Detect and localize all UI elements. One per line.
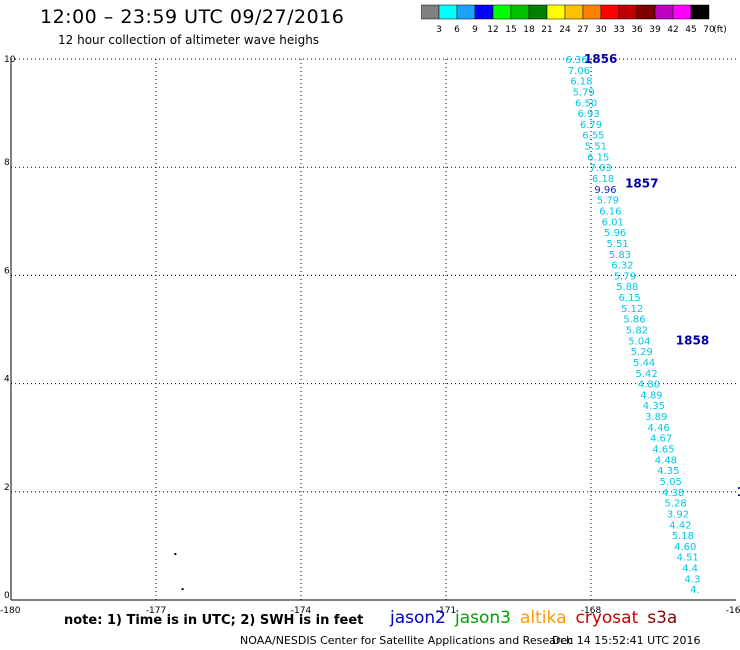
swh-value-label: 6.36 bbox=[565, 55, 587, 66]
swh-value-label: 4.60 bbox=[674, 542, 696, 553]
swh-value-label: 5.29 bbox=[631, 347, 653, 358]
x-tick-label: -180 bbox=[0, 606, 21, 616]
colorbar-label: 6 bbox=[454, 25, 460, 35]
swh-value-label: 5.51 bbox=[606, 239, 628, 250]
swh-value-label: 4.35 bbox=[657, 466, 679, 477]
colorbar-label: 30 bbox=[595, 25, 607, 35]
pass-time-label: 1858 bbox=[676, 333, 709, 347]
swh-value-label: 5.12 bbox=[621, 304, 643, 315]
swh-value-label: 5.83 bbox=[609, 250, 631, 261]
y-tick-label: 6 bbox=[4, 266, 10, 276]
y-tick-label: 10 bbox=[4, 55, 16, 65]
colorbar-label: 27 bbox=[577, 25, 588, 35]
swh-value-label: 4.4 bbox=[682, 564, 698, 575]
swh-value-label: 5.18 bbox=[672, 531, 694, 542]
y-tick-label: 0 bbox=[4, 591, 10, 601]
page-subtitle: 12 hour collection of altimeter wave hei… bbox=[58, 33, 320, 47]
swh-value-label: 4. bbox=[690, 585, 700, 596]
x-tick-label: -168 bbox=[581, 606, 602, 616]
swh-value-label: 5.79 bbox=[614, 271, 636, 282]
swh-value-label: 7.03 bbox=[590, 163, 612, 174]
colorbar-label: 70 bbox=[703, 25, 715, 35]
swh-value-label: 6.15 bbox=[619, 293, 641, 304]
swh-value-label: 5.88 bbox=[616, 282, 638, 293]
swh-value-label: 6.01 bbox=[602, 217, 624, 228]
satellite-legend-jason2: jason2 bbox=[390, 608, 446, 628]
page-title: 12:00 – 23:59 UTC 09/27/2016 bbox=[40, 6, 345, 28]
swh-value-label: 5.04 bbox=[628, 336, 650, 347]
credit-line: NOAA/NESDIS Center for Satellite Applica… bbox=[240, 634, 574, 647]
y-tick-label: 8 bbox=[4, 158, 10, 168]
swh-value-label: 6.18 bbox=[570, 77, 592, 88]
x-tick-label: -174 bbox=[291, 606, 312, 616]
swh-value-label: 5.51 bbox=[585, 142, 607, 153]
swh-value-label: 5.44 bbox=[633, 358, 655, 369]
swh-value-label: 6.79 bbox=[580, 120, 602, 131]
generated-timestamp: Dec 14 15:52:41 UTC 2016 bbox=[552, 634, 701, 647]
swh-value-label: 4.46 bbox=[648, 423, 670, 434]
colorbar-label: 21 bbox=[541, 25, 552, 35]
swh-value-label: 4.65 bbox=[652, 445, 674, 456]
colorbar-label: 3 bbox=[436, 25, 442, 35]
data-dot bbox=[174, 553, 177, 556]
colorbar-label: 9 bbox=[472, 25, 478, 35]
y-tick-label: 2 bbox=[4, 483, 10, 493]
colorbar-label: 42 bbox=[667, 25, 678, 35]
swh-value-label: 4.38 bbox=[662, 488, 684, 499]
swh-value-label: 5.42 bbox=[635, 369, 657, 380]
swh-value-label: 4.3 bbox=[685, 574, 701, 585]
pass-time-label: 1857 bbox=[625, 176, 658, 190]
colorbar-label: 39 bbox=[649, 25, 661, 35]
swh-value-label: 4.42 bbox=[669, 520, 691, 531]
colorbar-label: 24 bbox=[559, 25, 571, 35]
colorbar-label: 36 bbox=[631, 25, 643, 35]
color-scale-legend: 3 6 9 12 15 18 21 24 27 30 33 36 39 42 45 70(ft) bbox=[421, 4, 727, 35]
swh-value-label: 3.92 bbox=[667, 509, 689, 520]
swh-value-label: 4.35 bbox=[643, 401, 665, 412]
satellite-legend-altika: altika bbox=[520, 608, 567, 628]
swh-value-label: 4.67 bbox=[650, 434, 672, 445]
satellite-legend-cryosat: cryosat bbox=[575, 608, 639, 628]
colorbar-label: 12 bbox=[487, 25, 498, 35]
colorbar-swatch bbox=[690, 4, 710, 20]
footnote: note: 1) Time is in UTC; 2) SWH is in fe… bbox=[64, 613, 364, 628]
swh-value-label: 6.55 bbox=[582, 131, 604, 142]
swh-value-label: 3.89 bbox=[645, 412, 667, 423]
pass-time-label: 1 bbox=[737, 485, 740, 499]
swh-value-label: 5.82 bbox=[626, 326, 648, 337]
swh-value-label: 5.28 bbox=[664, 499, 686, 510]
swh-value-label: 6.93 bbox=[577, 109, 599, 120]
swh-value-label: 4.48 bbox=[655, 455, 677, 466]
swh-value-label: 6.50 bbox=[575, 98, 597, 109]
swh-value-label: 4.51 bbox=[677, 553, 699, 564]
satellite-legend-jason3: jason3 bbox=[455, 608, 511, 628]
swh-value-label: 6.15 bbox=[587, 152, 609, 163]
x-tick-label: -171 bbox=[436, 606, 456, 616]
x-tick-label: -165 bbox=[726, 606, 740, 616]
swh-value-label: 7.06 bbox=[568, 66, 590, 77]
swh-value-label: 5.05 bbox=[660, 477, 682, 488]
data-dot bbox=[181, 588, 184, 591]
colorbar-label: 18 bbox=[523, 25, 535, 35]
satellite-legend: jason2 jason3 altika cryosat s3a bbox=[390, 608, 686, 628]
colorbar-label: 33 bbox=[613, 25, 624, 35]
swh-value-label: 4.89 bbox=[640, 390, 662, 401]
swh-value-label: 9.96 bbox=[594, 185, 616, 196]
y-tick-label: 4 bbox=[4, 375, 10, 385]
satellite-legend-s3a: s3a bbox=[647, 608, 678, 628]
swh-value-label: 5.79 bbox=[573, 87, 595, 98]
x-tick-label: -177 bbox=[146, 606, 166, 616]
swh-value-label: 5.96 bbox=[604, 228, 626, 239]
colorbar-unit: (ft) bbox=[713, 25, 727, 35]
colorbar-label: 15 bbox=[505, 25, 516, 35]
pass-time-label: 1856 bbox=[584, 52, 617, 66]
swh-value-label: 6.18 bbox=[592, 174, 614, 185]
swh-value-label: 6.32 bbox=[611, 261, 633, 272]
swh-value-label: 6.16 bbox=[599, 206, 621, 217]
swh-value-label: 4.80 bbox=[638, 380, 660, 391]
swh-value-label: 5.86 bbox=[623, 315, 645, 326]
colorbar-label: 45 bbox=[685, 25, 696, 35]
swh-value-label: 5.79 bbox=[597, 196, 619, 207]
